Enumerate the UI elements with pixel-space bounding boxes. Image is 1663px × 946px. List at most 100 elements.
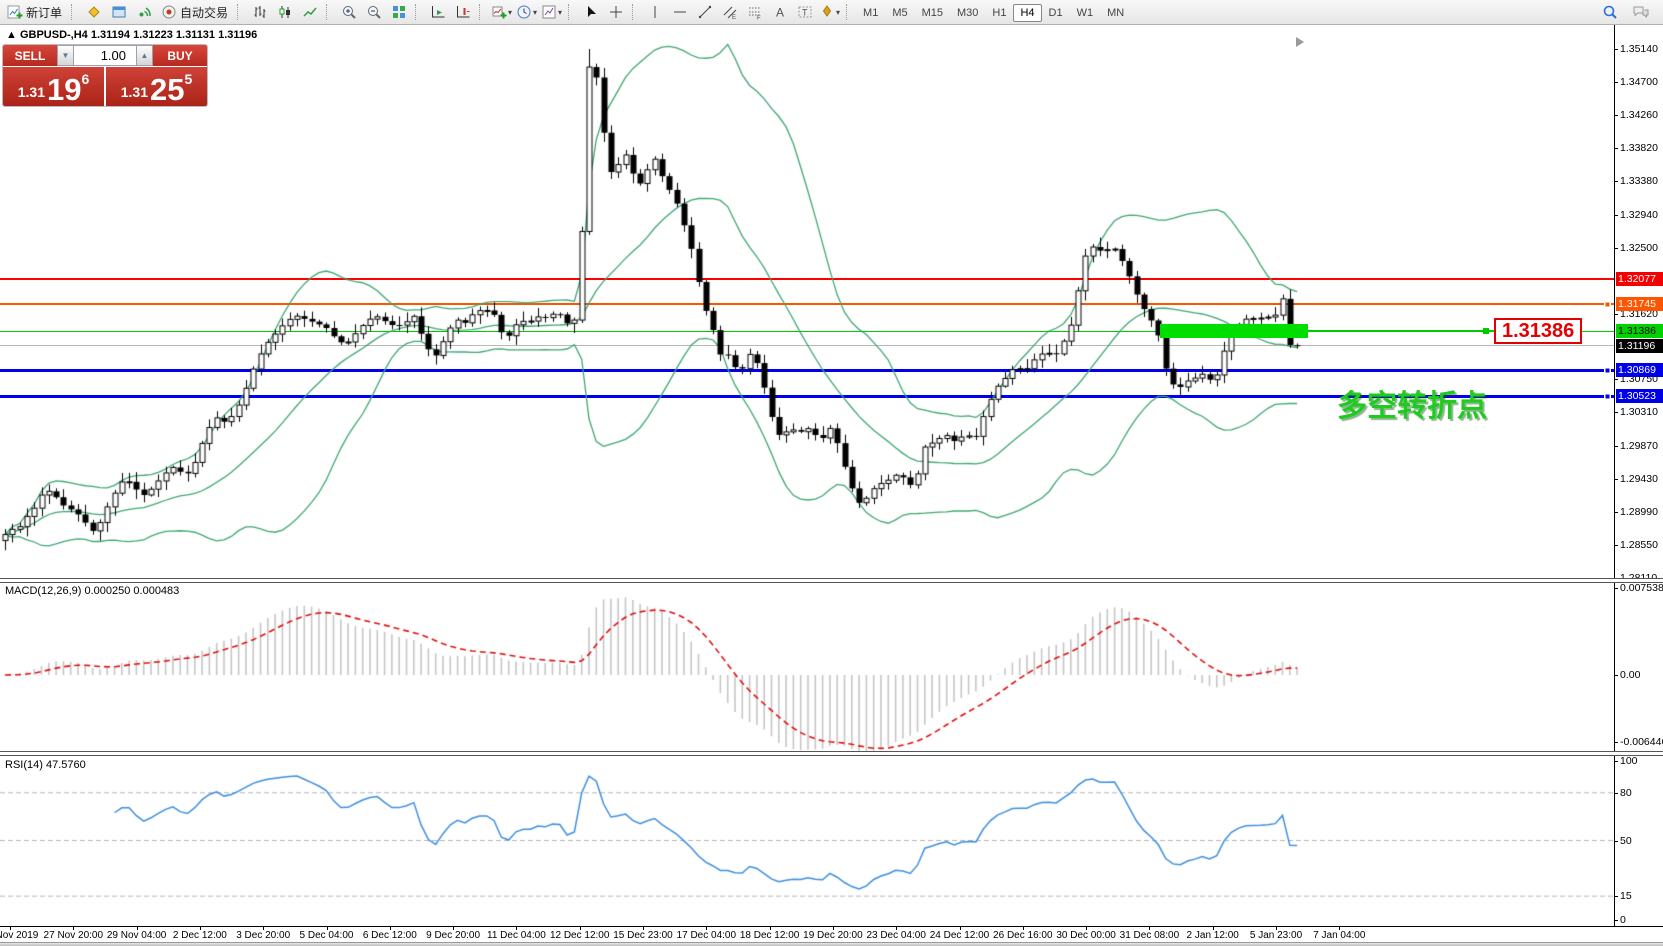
time-label: 6 Dec 12:00: [362, 930, 417, 941]
indicator-axis-tick-dash: [1614, 896, 1618, 897]
rsi-panel-canvas[interactable]: [0, 756, 1614, 926]
price-axis-tick-dash: [1614, 82, 1618, 84]
time-tick: [769, 926, 771, 930]
sell-button[interactable]: SELL: [3, 45, 57, 66]
time-label: 26 Nov 2019: [0, 930, 39, 941]
time-tick: [1022, 926, 1024, 930]
market-watch-button[interactable]: [81, 1, 106, 24]
trendline-button[interactable]: [692, 1, 717, 24]
bar-chart-button[interactable]: [247, 1, 272, 24]
search-button[interactable]: [1597, 1, 1622, 24]
volume-decrease-button[interactable]: ▼: [57, 45, 74, 66]
new-order-button[interactable]: 新订单: [2, 1, 67, 24]
period-icon: [517, 5, 531, 19]
indicator-axis-tick: 0.007538: [1620, 582, 1663, 594]
timeframe-M15[interactable]: M15: [921, 7, 943, 19]
search-icon: [1603, 5, 1617, 19]
signal-button[interactable]: [131, 1, 156, 24]
trendline-icon: [698, 5, 711, 19]
symbol-title: GBPUSD-,H4: [19, 29, 88, 41]
symbol-ohlc: 1.31194 1.31223 1.31131 1.31196: [90, 29, 258, 41]
toolbar-grip: [479, 4, 485, 20]
hline-end-marker: [1604, 300, 1611, 308]
text-label-button[interactable]: T: [792, 1, 817, 24]
chart-shift-marker-icon[interactable]: [1296, 37, 1304, 47]
buy-price-button[interactable]: 1.31 25 5: [106, 67, 207, 106]
time-label: 18 Dec 12:00: [739, 930, 800, 941]
sell-price-button[interactable]: 1.31 19 6: [3, 67, 104, 106]
zoom-out-button[interactable]: [361, 1, 386, 24]
price-axis-tick-dash: [1614, 49, 1618, 50]
fibonacci-icon: F: [748, 7, 761, 20]
price-chart-canvas[interactable]: [0, 25, 1614, 578]
autoscroll-button[interactable]: [425, 1, 450, 24]
timeframe-H4[interactable]: H4: [1013, 4, 1042, 22]
volume-increase-button[interactable]: ▲: [136, 45, 153, 66]
indicator-axis-tick-dash: [1614, 588, 1618, 589]
price-axis-line: [1614, 25, 1615, 926]
panel-separator[interactable]: [0, 578, 1663, 583]
annotation-text[interactable]: 多空转折点: [1337, 390, 1487, 423]
crosshair-icon: [609, 6, 622, 18]
collapse-arrow-icon[interactable]: ▲: [6, 29, 17, 41]
price-axis-tick: 1.34260: [1620, 109, 1658, 122]
template-icon: [542, 5, 556, 19]
new-order-label: 新订单: [26, 5, 63, 20]
arrows-button[interactable]: ▾: [817, 1, 842, 24]
chat-button[interactable]: [1628, 1, 1653, 24]
fibonacci-button[interactable]: F: [742, 1, 767, 24]
tile-windows-button[interactable]: [386, 1, 411, 24]
text-button[interactable]: A: [767, 1, 792, 24]
time-tick: [706, 926, 708, 930]
buy-price-main: 25: [149, 72, 185, 107]
time-tick: [199, 926, 201, 930]
timeframe-M30[interactable]: M30: [957, 7, 979, 19]
horizontal-line-button[interactable]: [667, 1, 692, 24]
macd-panel-canvas[interactable]: [0, 583, 1614, 751]
timeframe-M1[interactable]: M1: [863, 7, 879, 19]
candlestick-chart-button[interactable]: [272, 1, 297, 24]
data-window-button[interactable]: [106, 1, 131, 24]
price-tag-label[interactable]: 1.31386: [1494, 318, 1583, 345]
support-band[interactable]: [1160, 324, 1308, 339]
chart-shift-button[interactable]: [450, 1, 475, 24]
timeframe-H1[interactable]: H1: [992, 7, 1007, 19]
line-chart-button[interactable]: [297, 1, 322, 24]
candlestick-chart-icon: [279, 6, 290, 18]
autotrade-button[interactable]: 自动交易: [156, 1, 233, 24]
price-level-chip: 1.31196: [1616, 338, 1663, 353]
buy-button[interactable]: BUY: [153, 45, 207, 66]
price-axis-tick: 1.33820: [1620, 142, 1658, 155]
timeframe-D1[interactable]: D1: [1048, 7, 1063, 19]
timeframe-M5[interactable]: M5: [892, 7, 908, 19]
tile-windows-icon: [392, 6, 405, 18]
price-level-chip: 1.30869: [1616, 363, 1663, 378]
toolbar-grip: [632, 4, 638, 20]
chevron-down-icon: ▾: [533, 7, 538, 17]
vertical-line-button[interactable]: [642, 1, 667, 24]
line-chart-icon: [303, 7, 317, 17]
time-label: 12 Dec 12:00: [549, 930, 610, 941]
period-button[interactable]: ▾: [514, 1, 539, 24]
timeframe-W1[interactable]: W1: [1076, 7, 1094, 19]
time-tick: [73, 926, 75, 930]
indicator-axis-tick: 100: [1620, 755, 1638, 767]
volume-input[interactable]: 1.00: [74, 45, 136, 66]
timeframe-MN[interactable]: MN: [1107, 7, 1125, 19]
add-indicator-button[interactable]: ▾: [489, 1, 514, 24]
indicator-axis-tick-dash: [1614, 742, 1618, 743]
zoom-in-button[interactable]: [336, 1, 361, 24]
cursor-button[interactable]: [578, 1, 603, 24]
toolbar-right-icons: [1597, 1, 1661, 24]
crosshair-button[interactable]: [603, 1, 628, 24]
template-button[interactable]: ▾: [539, 1, 564, 24]
price-level-chip: 1.32077: [1616, 272, 1663, 287]
toolbar-grip: [71, 4, 77, 20]
toolbar-grip: [326, 4, 332, 20]
toolbar-grip: [568, 4, 574, 20]
text-label-icon: T: [798, 6, 812, 18]
time-tick: [453, 926, 455, 930]
price-axis-tick: 1.28550: [1620, 538, 1658, 551]
channel-button[interactable]: E: [717, 1, 742, 24]
panel-separator[interactable]: [0, 751, 1663, 756]
